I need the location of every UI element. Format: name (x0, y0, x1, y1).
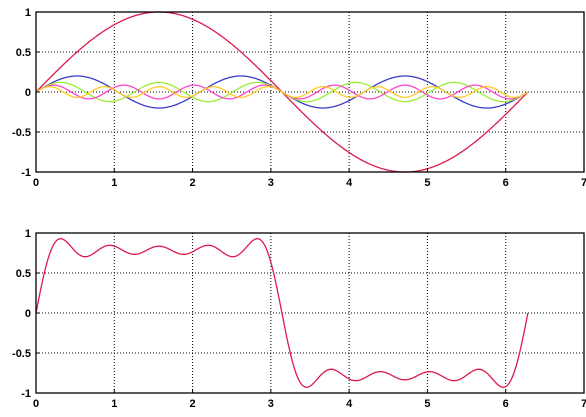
y-tick-label: -0.5 (12, 127, 31, 139)
x-tick-label: 1 (111, 398, 117, 410)
x-tick-label: 7 (581, 398, 586, 410)
x-tick-label: 4 (346, 177, 353, 189)
y-tick-label: 1 (25, 228, 31, 240)
y-tick-label: 0 (25, 308, 31, 320)
y-tick-label: -1 (21, 167, 31, 179)
x-tick-label: 2 (190, 398, 196, 410)
x-tick-label: 0 (33, 177, 39, 189)
y-tick-label: -0.5 (12, 348, 31, 360)
chart-1: 0 1 2 3 4 5 6 7 1 0.5 0 -0.5 -1 (12, 7, 586, 189)
y-tick-label: 1 (25, 7, 31, 19)
y-tick-label: 0.5 (16, 47, 31, 59)
x-tick-label: 3 (268, 398, 274, 410)
x-tick-label: 5 (424, 398, 430, 410)
x-tick-label: 0 (33, 398, 39, 410)
x-tick-label: 4 (346, 398, 353, 410)
x-tick-label: 3 (268, 177, 274, 189)
x-tick-label: 5 (424, 177, 430, 189)
y-tick-label: 0.5 (16, 268, 31, 280)
x-tick-label: 6 (503, 177, 509, 189)
x-tick-label: 6 (503, 398, 509, 410)
chart-2: 0 1 2 3 4 5 6 7 1 0.5 0 -0.5 -1 (12, 228, 586, 410)
y-tick-label: -1 (21, 388, 31, 400)
x-tick-label: 2 (190, 177, 196, 189)
x-tick-label: 1 (111, 177, 117, 189)
x-tick-label: 7 (581, 177, 586, 189)
series-line-1 (35, 238, 529, 388)
y-tick-label: 0 (25, 87, 31, 99)
series-line-5 (35, 85, 529, 99)
